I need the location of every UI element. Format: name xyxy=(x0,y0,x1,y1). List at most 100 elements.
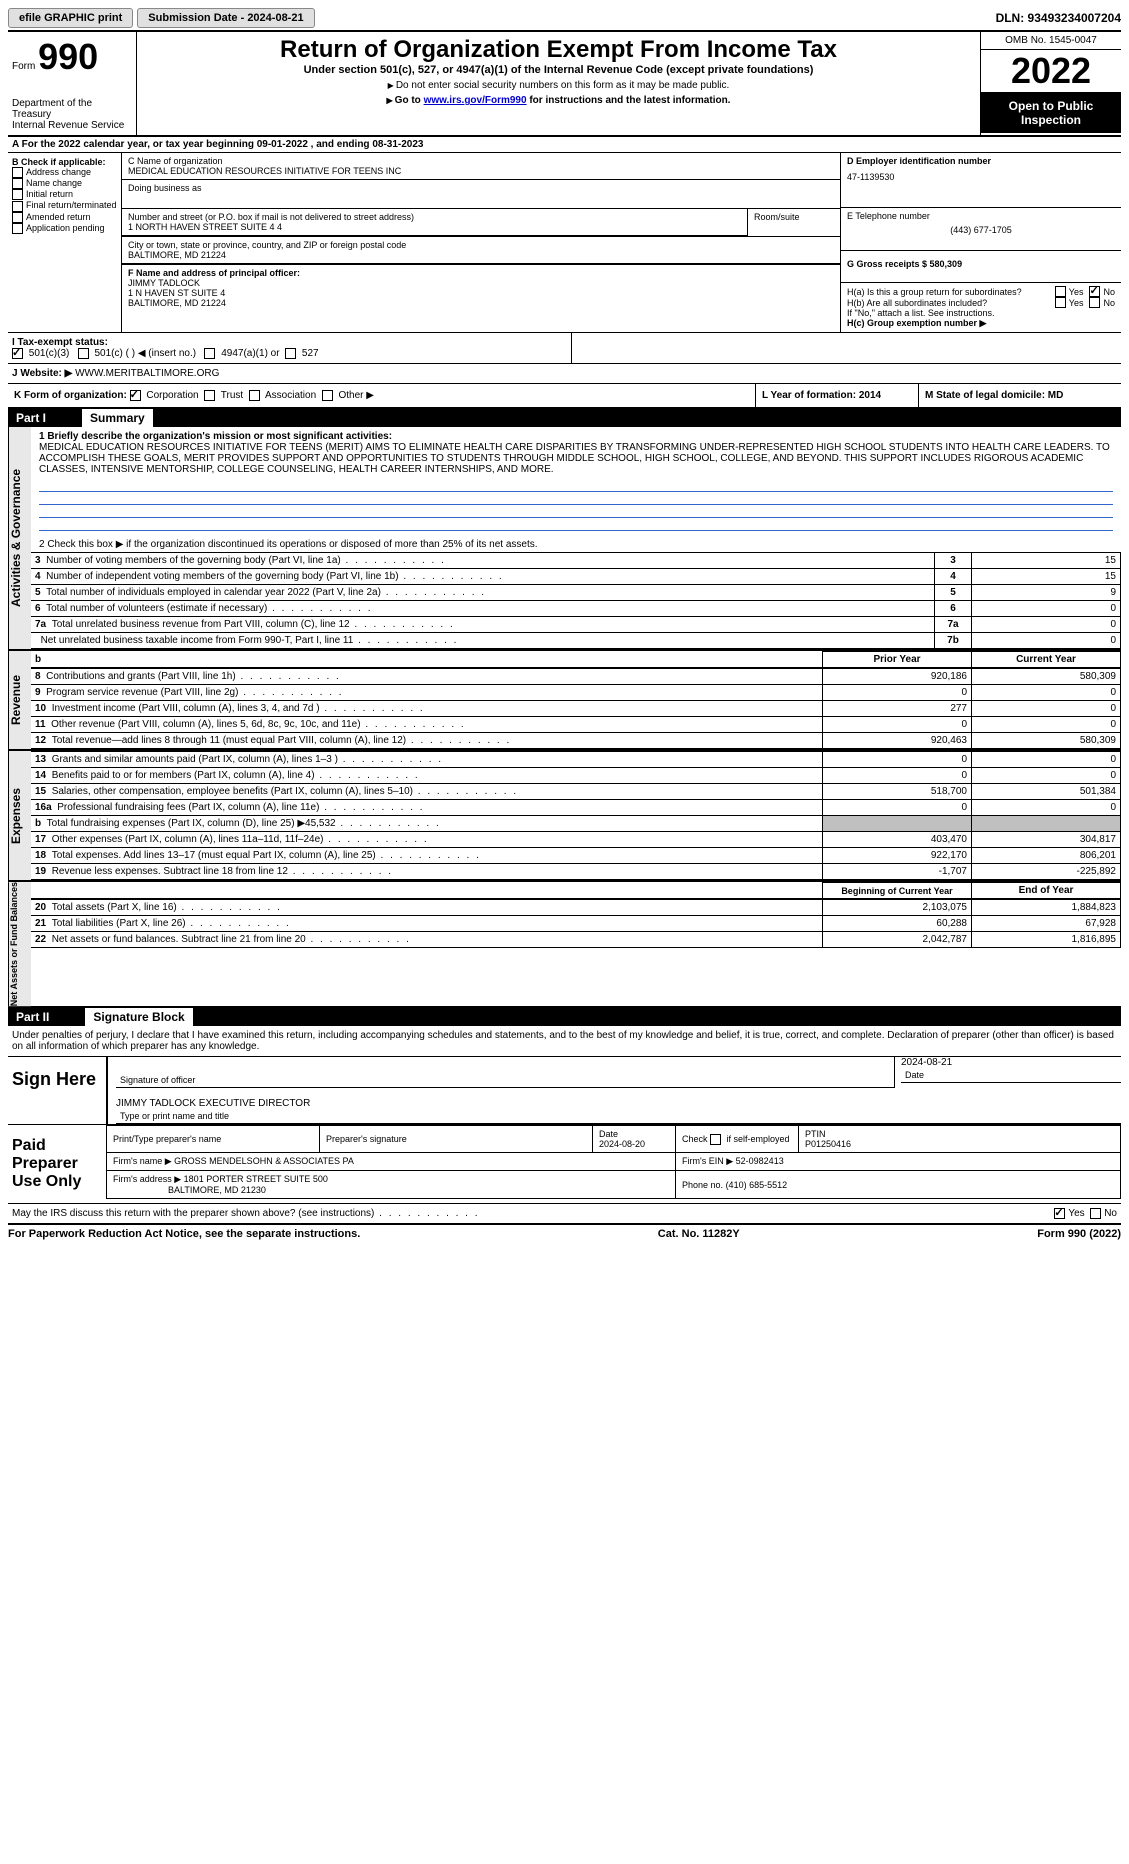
checkbox-final-return[interactable] xyxy=(12,201,23,212)
ein-value: 47-1139530 xyxy=(847,172,1115,182)
checkbox-address-change[interactable] xyxy=(12,167,23,178)
label-527: 527 xyxy=(302,348,319,359)
dept-treasury: Department of the Treasury xyxy=(12,98,132,120)
org-name: MEDICAL EDUCATION RESOURCES INITIATIVE F… xyxy=(128,166,834,176)
city-value: BALTIMORE, MD 21224 xyxy=(128,250,834,260)
table-row: 10 Investment income (Part VIII, column … xyxy=(31,701,823,717)
checkbox-hb-yes[interactable] xyxy=(1055,297,1066,308)
part1-title: Part I xyxy=(16,411,62,425)
prior-value: 2,042,787 xyxy=(823,932,972,948)
firm-name: GROSS MENDELSOHN & ASSOCIATES PA xyxy=(174,1156,354,1166)
checkbox-ha-yes[interactable] xyxy=(1055,286,1066,297)
line-num: 5 xyxy=(935,585,972,601)
checkbox-amended[interactable] xyxy=(12,212,23,223)
prep-date-label: Date xyxy=(599,1129,618,1139)
officer-name: JIMMY TADLOCK xyxy=(128,278,834,288)
label-assoc: Association xyxy=(265,390,316,401)
submission-date-button[interactable]: Submission Date - 2024-08-21 xyxy=(137,8,314,28)
checkbox-ha-no[interactable] xyxy=(1089,286,1100,297)
website-label: J Website: ▶ xyxy=(12,368,72,379)
line-num: 7b xyxy=(935,633,972,649)
line-value: 0 xyxy=(972,601,1121,617)
irs-link[interactable]: www.irs.gov/Form990 xyxy=(424,95,527,106)
checkbox-discuss-no[interactable] xyxy=(1090,1208,1101,1219)
self-employed-label: Check if self-employed xyxy=(682,1134,790,1144)
checkbox-527[interactable] xyxy=(285,348,296,359)
checkbox-assoc[interactable] xyxy=(249,390,260,401)
form-title: Return of Organization Exempt From Incom… xyxy=(141,36,976,64)
note-goto-pre: Go to xyxy=(395,95,424,106)
expenses-label: Expenses xyxy=(8,751,31,880)
efile-print-button[interactable]: efile GRAPHIC print xyxy=(8,8,133,28)
line-value: 15 xyxy=(972,569,1121,585)
checkbox-other[interactable] xyxy=(322,390,333,401)
current-value: 0 xyxy=(972,752,1121,768)
addr-value: 1 NORTH HAVEN STREET SUITE 4 4 xyxy=(128,222,741,232)
website-value: WWW.MERITBALTIMORE.ORG xyxy=(75,368,219,379)
label-other: Other ▶ xyxy=(338,390,373,401)
hb-note: If "No," attach a list. See instructions… xyxy=(847,308,1115,318)
label-pending: Application pending xyxy=(26,223,105,233)
prior-value: -1,707 xyxy=(823,864,972,880)
room-label: Room/suite xyxy=(754,212,834,222)
label-initial-return: Initial return xyxy=(26,189,73,199)
firm-ein-label: Firm's EIN ▶ xyxy=(682,1156,733,1166)
officer-addr1: 1 N HAVEN ST SUITE 4 xyxy=(128,288,834,298)
footer-right: Form 990 (2022) xyxy=(1037,1228,1121,1240)
form-subtitle: Under section 501(c), 527, or 4947(a)(1)… xyxy=(141,64,976,76)
label-yes2: Yes xyxy=(1069,298,1084,308)
checkbox-501c[interactable] xyxy=(78,348,89,359)
current-value: 0 xyxy=(972,701,1121,717)
sig-date-value: 2024-08-21 xyxy=(901,1057,1121,1068)
q2-label: 2 Check this box ▶ if the organization d… xyxy=(39,539,538,550)
netassets-label: Net Assets or Fund Balances xyxy=(8,882,31,1006)
line-num: 7a xyxy=(935,617,972,633)
prior-value: 0 xyxy=(823,752,972,768)
checkbox-501c3[interactable] xyxy=(12,348,23,359)
note-ssn: Do not enter social security numbers on … xyxy=(396,80,729,91)
table-row: 3 Number of voting members of the govern… xyxy=(31,553,935,569)
hb-label: H(b) Are all subordinates included? xyxy=(847,298,1055,308)
city-label: City or town, state or province, country… xyxy=(128,240,834,250)
line-num: 3 xyxy=(935,553,972,569)
type-name-label: Type or print name and title xyxy=(116,1109,1121,1124)
checkbox-trust[interactable] xyxy=(204,390,215,401)
hc-label: H(c) Group exemption number ▶ xyxy=(847,318,1115,329)
prior-value: 518,700 xyxy=(823,784,972,800)
current-value: 0 xyxy=(972,717,1121,733)
checkbox-4947[interactable] xyxy=(204,348,215,359)
checkbox-discuss-yes[interactable] xyxy=(1054,1208,1065,1219)
prior-value: 0 xyxy=(823,717,972,733)
checkbox-corp[interactable] xyxy=(130,390,141,401)
checkbox-hb-no[interactable] xyxy=(1089,297,1100,308)
ptin-value: P01250416 xyxy=(805,1139,851,1149)
footer-left: For Paperwork Reduction Act Notice, see … xyxy=(8,1228,360,1240)
tax-exempt-label: I Tax-exempt status: xyxy=(12,337,108,348)
table-row: 5 Total number of individuals employed i… xyxy=(31,585,935,601)
prep-phone: (410) 685-5512 xyxy=(726,1180,788,1190)
label-no2: No xyxy=(1103,298,1115,308)
label-final-return: Final return/terminated xyxy=(26,200,117,210)
prior-value: 60,288 xyxy=(823,916,972,932)
checkbox-initial-return[interactable] xyxy=(12,189,23,200)
firm-ein: 52-0982413 xyxy=(736,1156,784,1166)
prior-value: 403,470 xyxy=(823,832,972,848)
checkbox-pending[interactable] xyxy=(12,223,23,234)
ha-label: H(a) Is this a group return for subordin… xyxy=(847,287,1055,297)
table-row: 13 Grants and similar amounts paid (Part… xyxy=(31,752,823,768)
activities-governance-label: Activities & Governance xyxy=(8,427,31,649)
table-row: b Total fundraising expenses (Part IX, c… xyxy=(31,816,823,832)
note-goto-post: for instructions and the latest informat… xyxy=(527,95,731,106)
phone-value: (443) 677-1705 xyxy=(847,225,1115,235)
current-year-header: Current Year xyxy=(972,652,1121,668)
penalty-text: Under penalties of perjury, I declare th… xyxy=(8,1026,1121,1056)
table-row: 8 Contributions and grants (Part VIII, l… xyxy=(31,669,823,685)
current-value: 0 xyxy=(972,800,1121,816)
line-num: 4 xyxy=(935,569,972,585)
prior-value: 920,186 xyxy=(823,669,972,685)
label-yes: Yes xyxy=(1069,287,1084,297)
checkbox-self-employed[interactable] xyxy=(710,1134,721,1145)
checkbox-name-change[interactable] xyxy=(12,178,23,189)
current-value: 806,201 xyxy=(972,848,1121,864)
q1-label: 1 Briefly describe the organization's mi… xyxy=(39,431,1113,442)
